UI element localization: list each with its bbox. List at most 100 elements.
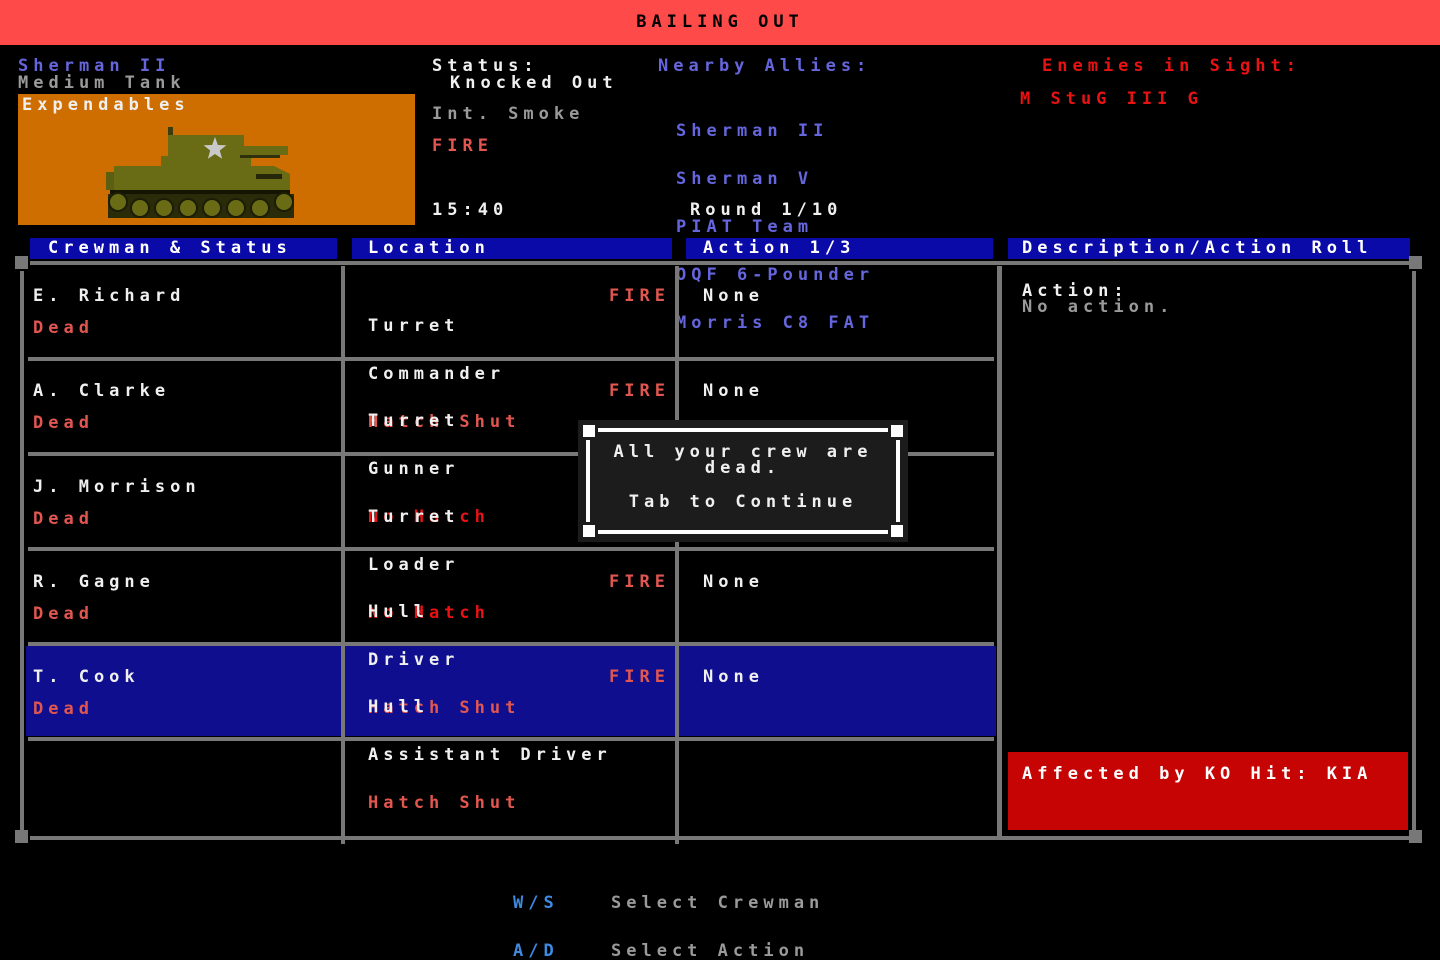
crewman-status: Dead bbox=[33, 318, 94, 338]
dialog-corner bbox=[583, 525, 595, 537]
crew-row-selected[interactable]: T. Cook Dead Hull Assistant Driver Hatch… bbox=[24, 646, 998, 812]
legend-key: A/D bbox=[513, 941, 559, 960]
hatch-status: Hatch Shut bbox=[368, 412, 521, 432]
legend-desc: Select Crewman bbox=[611, 893, 825, 913]
allies-label: Nearby Allies: bbox=[658, 56, 872, 76]
fire-indicator: FIRE bbox=[609, 667, 670, 687]
crewman-name: R. Gagne bbox=[33, 572, 155, 592]
dialog-continue-hint[interactable]: Tab to Continue bbox=[628, 492, 858, 512]
vehicle-name: Sherman II bbox=[18, 56, 171, 76]
panel-divider bbox=[997, 266, 1002, 836]
vehicle-nickname: Expendables bbox=[22, 95, 190, 115]
crew-row[interactable]: E. Richard Dead Turret Commander Hatch S… bbox=[24, 265, 998, 431]
location-line: Turret bbox=[368, 316, 460, 336]
fire-indicator: FIRE bbox=[609, 381, 670, 401]
header-crewman: Crewman & Status bbox=[30, 238, 337, 259]
crewman-name: J. Morrison bbox=[33, 477, 201, 497]
row-divider bbox=[28, 357, 994, 361]
dialog-message: All your crew are dead. bbox=[613, 442, 873, 478]
row-divider bbox=[28, 737, 994, 741]
crewman-action: None bbox=[703, 572, 764, 592]
frame-left bbox=[20, 271, 24, 831]
vehicle-portrait: Expendables bbox=[18, 94, 415, 225]
row-divider bbox=[28, 547, 994, 551]
header-description: Description/Action Roll bbox=[1008, 238, 1410, 259]
frame-corner bbox=[1409, 256, 1422, 269]
action-label: Action: bbox=[1022, 281, 1129, 301]
row-divider bbox=[28, 642, 994, 646]
frame-top bbox=[30, 261, 1410, 265]
fire-indicator: FIRE bbox=[609, 286, 670, 306]
crewman-status: Dead bbox=[33, 413, 94, 433]
header-location: Location bbox=[352, 238, 672, 259]
frame-bottom bbox=[30, 836, 1410, 840]
frame-corner bbox=[15, 830, 28, 843]
crewman-location: Turret Commander Hatch Shut bbox=[368, 286, 520, 462]
ally-item: Morris C8 FAT bbox=[676, 313, 875, 333]
location-line: Assistant Driver bbox=[368, 745, 612, 765]
ko-alert-text: Affected by KO Hit: KIA bbox=[1022, 764, 1373, 784]
location-line: Turret bbox=[368, 507, 460, 527]
crew-row[interactable]: J. Morrison Dead Turret Loader No Hatch bbox=[24, 456, 998, 622]
crewman-name: E. Richard bbox=[33, 286, 186, 306]
round-counter: Round 1/10 bbox=[690, 200, 843, 220]
legend-key: W/S bbox=[513, 893, 559, 913]
action-text: No action. bbox=[1022, 297, 1175, 317]
ally-item: Sherman V bbox=[676, 169, 814, 189]
crewman-action: None bbox=[703, 286, 764, 306]
crew-row-empty bbox=[24, 741, 998, 832]
allies-list: Sherman II Sherman V PIAT Team OQF 6-Pou… bbox=[676, 91, 874, 363]
legend-descriptions: Select Crewman Select Action End Bailout… bbox=[611, 863, 824, 960]
enemy-item: M StuG III G bbox=[1020, 89, 1203, 109]
ally-item: OQF 6-Pounder bbox=[676, 265, 875, 285]
hatch-status: Hatch Shut bbox=[368, 793, 521, 813]
ally-item: Sherman II bbox=[676, 121, 829, 141]
hatch-status: No Hatch bbox=[368, 507, 490, 527]
dialog-corner bbox=[891, 525, 903, 537]
hatch-status: No Hatch bbox=[368, 603, 490, 623]
location-line: Hull bbox=[368, 697, 429, 717]
frame-corner bbox=[15, 256, 28, 269]
dialog-border bbox=[586, 428, 900, 534]
location-line: Gunner bbox=[368, 459, 460, 479]
crewman-action: None bbox=[703, 667, 764, 687]
crewman-status: Dead bbox=[33, 509, 94, 529]
crew-row[interactable]: R. Gagne Dead Hull Driver Hatch Shut FIR… bbox=[24, 551, 998, 717]
selected-row-highlight bbox=[26, 646, 996, 736]
crewman-status: Dead bbox=[33, 604, 94, 624]
crewman-location: Turret Gunner No Hatch bbox=[368, 381, 490, 557]
header-action: Action 1/3 bbox=[686, 238, 993, 259]
frame-right bbox=[1412, 271, 1416, 831]
location-line: Driver bbox=[368, 650, 460, 670]
ko-alert-box: Affected by KO Hit: KIA bbox=[1008, 752, 1408, 830]
legend-keys: W/S A/D End Space bbox=[513, 863, 589, 960]
crewman-location: Turret Loader No Hatch bbox=[368, 477, 490, 653]
clock: 15:40 bbox=[432, 200, 509, 220]
frame-corner bbox=[1409, 830, 1422, 843]
crewman-name: T. Cook bbox=[33, 667, 140, 687]
page-title: BAILING OUT bbox=[636, 12, 804, 32]
status-label: Status: bbox=[432, 56, 539, 76]
crewman-location: Hull Assistant Driver Hatch Shut bbox=[368, 667, 612, 843]
legend-desc: Select Action bbox=[611, 941, 810, 960]
action-description: Action: No action. bbox=[1022, 281, 1175, 317]
location-line: Hull bbox=[368, 602, 429, 622]
location-line: Turret bbox=[368, 411, 460, 431]
status-value: Knocked Out bbox=[450, 73, 618, 93]
location-line: Loader bbox=[368, 555, 460, 575]
tank-sprite bbox=[106, 127, 294, 218]
enemies-label: Enemies in Sight: bbox=[1042, 56, 1301, 76]
crewman-action: None bbox=[703, 381, 764, 401]
hatch-status: Hatch Shut bbox=[368, 698, 521, 718]
dialog-corner bbox=[583, 425, 595, 437]
column-divider bbox=[341, 266, 345, 844]
crew-dead-dialog[interactable]: All your crew are dead. Tab to Continue bbox=[578, 420, 908, 542]
row-divider bbox=[28, 452, 994, 456]
crewman-status: Dead bbox=[33, 699, 94, 719]
column-divider bbox=[675, 266, 679, 844]
ally-item: PIAT Team bbox=[676, 217, 814, 237]
crew-row[interactable]: A. Clarke Dead Turret Gunner No Hatch FI… bbox=[24, 360, 998, 526]
crewman-name: A. Clarke bbox=[33, 381, 171, 401]
location-line: Commander bbox=[368, 364, 506, 384]
